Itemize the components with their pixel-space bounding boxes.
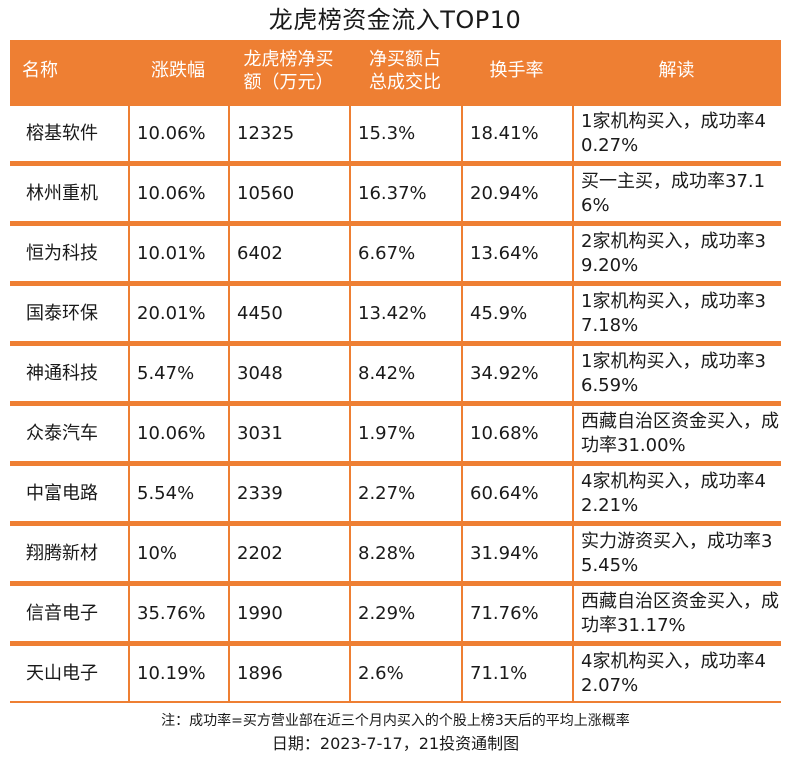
net-buy-cell: 2339 <box>228 461 349 521</box>
note-cell: 1家机构买入，成功率36.59% <box>572 341 781 401</box>
change-cell: 10.06% <box>128 401 228 461</box>
stock-name-cell: 林州重机 <box>10 161 128 221</box>
net-ratio-cell: 8.28% <box>349 521 461 581</box>
stock-name-cell: 众泰汽车 <box>10 401 128 461</box>
net-buy-cell: 3031 <box>228 401 349 461</box>
net-ratio-cell: 8.42% <box>349 341 461 401</box>
net-ratio-cell: 2.27% <box>349 461 461 521</box>
net-buy-cell: 12325 <box>228 101 349 161</box>
net-buy-cell: 1990 <box>228 581 349 641</box>
note-cell: 西藏自治区资金买入，成功率31.17% <box>572 581 781 641</box>
stock-name-cell: 国泰环保 <box>10 281 128 341</box>
table-row: 林州重机 10.06% 10560 16.37% 20.94% 买一主买，成功率37.16… <box>10 161 781 221</box>
stock-name-cell: 中富电路 <box>10 461 128 521</box>
stock-name-cell: 恒为科技 <box>10 221 128 281</box>
note-cell: 4家机构买入，成功率42.07% <box>572 641 781 706</box>
net-buy-cell: 1896 <box>228 641 349 706</box>
table-row: 翔腾新材 10% 2202 8.28% 31.94% 实力游资买入，成功率35.45% <box>10 521 781 581</box>
turnover-cell: 60.64% <box>461 461 572 521</box>
note-cell: 西藏自治区资金买入，成功率31.00% <box>572 401 781 461</box>
change-cell: 35.76% <box>128 581 228 641</box>
table-body: 榕基软件 10.06% 12325 15.3% 18.41% 1家机构买入，成功率40.2… <box>10 101 781 706</box>
stock-name-cell: 神通科技 <box>10 341 128 401</box>
table-row: 神通科技 5.47% 3048 8.42% 34.92% 1家机构买入，成功率36.59% <box>10 341 781 401</box>
change-cell: 10.06% <box>128 101 228 161</box>
note-cell: 实力游资买入，成功率35.45% <box>572 521 781 581</box>
net-buy-cell: 6402 <box>228 221 349 281</box>
change-cell: 10.06% <box>128 161 228 221</box>
net-ratio-cell: 2.6% <box>349 641 461 706</box>
turnover-cell: 10.68% <box>461 401 572 461</box>
note-cell: 买一主买，成功率37.16% <box>572 161 781 221</box>
net-ratio-cell: 1.97% <box>349 401 461 461</box>
table-row: 信音电子 35.76% 1990 2.29% 71.76% 西藏自治区资金买入，成功率31… <box>10 581 781 641</box>
turnover-cell: 71.76% <box>461 581 572 641</box>
stock-name-cell: 榕基软件 <box>10 101 128 161</box>
table-row: 国泰环保 20.01% 4450 13.42% 45.9% 1家机构买入，成功率37.18… <box>10 281 781 341</box>
header-note: 解读 <box>658 60 695 81</box>
change-cell: 5.54% <box>128 461 228 521</box>
change-cell: 5.47% <box>128 341 228 401</box>
turnover-cell: 31.94% <box>461 521 572 581</box>
note-cell: 2家机构买入，成功率39.20% <box>572 221 781 281</box>
net-ratio-cell: 13.42% <box>349 281 461 341</box>
net-ratio-cell: 2.29% <box>349 581 461 641</box>
change-cell: 10.01% <box>128 221 228 281</box>
header-name: 名称 <box>22 60 58 81</box>
change-cell: 10.19% <box>128 641 228 706</box>
header-change: 涨跌幅 <box>151 60 205 81</box>
turnover-cell: 34.92% <box>461 341 572 401</box>
page-title: 龙虎榜资金流入TOP10 <box>268 6 522 34</box>
table-row: 众泰汽车 10.06% 3031 1.97% 10.68% 西藏自治区资金买入，成功率31… <box>10 401 781 461</box>
table-frame: 名称 涨跌幅 龙虎榜净买 额（万元） 净买额占 总成交比 换手率 解读 榕基软件 10.06% 1… <box>10 40 781 760</box>
turnover-cell: 71.1% <box>461 641 572 706</box>
change-cell: 10% <box>128 521 228 581</box>
stock-name-cell: 天山电子 <box>10 641 128 706</box>
table-row: 榕基软件 10.06% 12325 15.3% 18.41% 1家机构买入，成功率40.2… <box>10 101 781 161</box>
footnote: 注：成功率=买方营业部在近三个月内买入的个股上榜3天后的平均上涨概率 <box>161 713 630 729</box>
table-row: 中富电路 5.54% 2339 2.27% 60.64% 4家机构买入，成功率42.21% <box>10 461 781 521</box>
note-cell: 4家机构买入，成功率42.21% <box>572 461 781 521</box>
stock-name-cell: 翔腾新材 <box>10 521 128 581</box>
header-turnover: 换手率 <box>489 60 544 81</box>
net-ratio-cell: 16.37% <box>349 161 461 221</box>
note-cell: 1家机构买入，成功率37.18% <box>572 281 781 341</box>
header-net-ratio: 净买额占 总成交比 <box>369 48 441 93</box>
date-credit: 日期：2023-7-17，21投资通制图 <box>271 734 520 753</box>
header-row: 名称 涨跌幅 龙虎榜净买 额（万元） 净买额占 总成交比 换手率 解读 <box>10 40 781 101</box>
table-row: 恒为科技 10.01% 6402 6.67% 13.64% 2家机构买入，成功率39.20… <box>10 221 781 281</box>
turnover-cell: 18.41% <box>461 101 572 161</box>
note-cell: 1家机构买入，成功率40.27% <box>572 101 781 161</box>
net-buy-cell: 2202 <box>228 521 349 581</box>
fund-inflow-table: 名称 涨跌幅 龙虎榜净买 额（万元） 净买额占 总成交比 换手率 解读 榕基软件 10.06% 1… <box>10 40 781 706</box>
change-cell: 20.01% <box>128 281 228 341</box>
net-ratio-cell: 15.3% <box>349 101 461 161</box>
stock-name-cell: 信音电子 <box>10 581 128 641</box>
net-buy-cell: 10560 <box>228 161 349 221</box>
turnover-cell: 45.9% <box>461 281 572 341</box>
net-ratio-cell: 6.67% <box>349 221 461 281</box>
header-net-buy: 龙虎榜净买 额（万元） <box>243 48 334 93</box>
footer: 注：成功率=买方营业部在近三个月内买入的个股上榜3天后的平均上涨概率 日期：20… <box>10 703 781 760</box>
table-row: 天山电子 10.19% 1896 2.6% 71.1% 4家机构买入，成功率42.07% <box>10 641 781 706</box>
net-buy-cell: 4450 <box>228 281 349 341</box>
turnover-cell: 20.94% <box>461 161 572 221</box>
turnover-cell: 13.64% <box>461 221 572 281</box>
net-buy-cell: 3048 <box>228 341 349 401</box>
